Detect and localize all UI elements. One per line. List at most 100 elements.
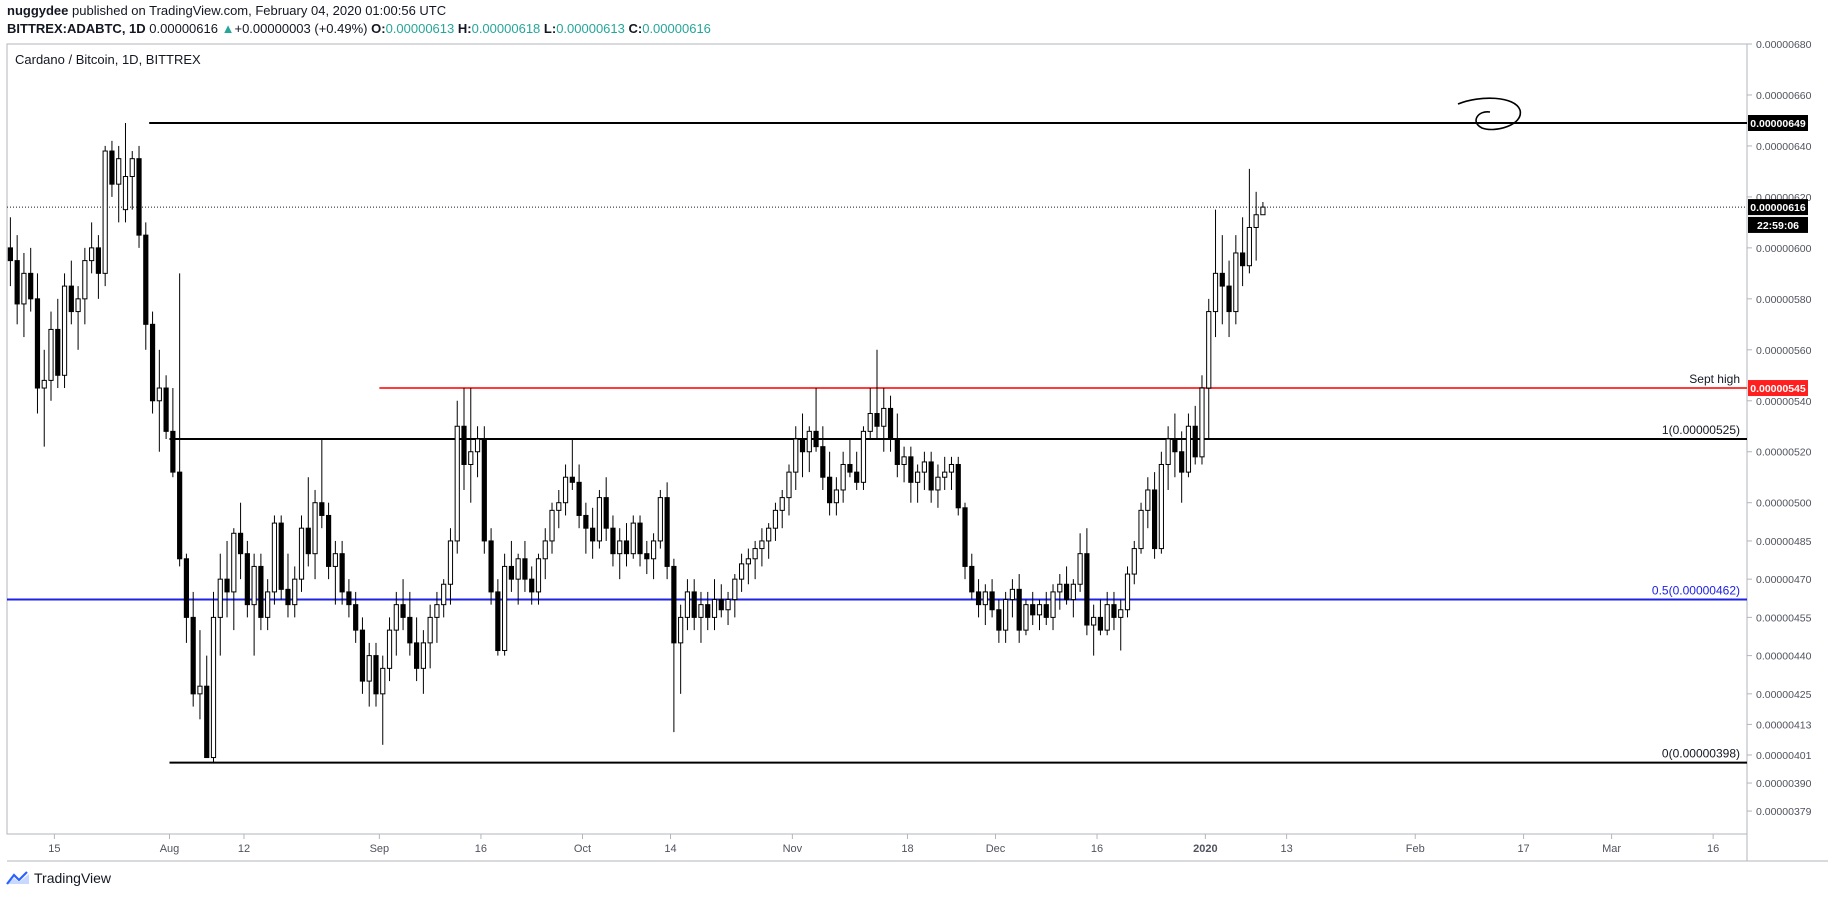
- candle: [860, 426, 867, 490]
- candle: [386, 617, 393, 682]
- candle-body-down: [163, 387, 169, 432]
- candle: [1185, 413, 1192, 478]
- sept-high-line-label: Sept high: [1689, 372, 1740, 386]
- candle: [393, 591, 399, 656]
- candle-body-down: [671, 565, 677, 644]
- candle-body-down: [177, 471, 183, 560]
- candle-body-down: [1097, 616, 1104, 631]
- candle-body-up: [793, 438, 799, 473]
- candle: [779, 489, 785, 529]
- candle-body-down: [68, 285, 74, 313]
- candle-body-up: [271, 522, 278, 593]
- tag-616: 0.00000616: [1748, 199, 1808, 216]
- tradingview-footer[interactable]: TradingView: [6, 870, 111, 886]
- candle-body-up: [197, 685, 203, 695]
- candle: [1246, 168, 1252, 274]
- candle: [183, 553, 190, 643]
- candle: [576, 464, 582, 529]
- time-axis[interactable]: 15 Aug 12 Sep 16 Oct 14 Nov 18 Dec 16 2020 13 Feb 17 Ma…: [48, 834, 1719, 855]
- candle: [874, 349, 880, 439]
- candle: [204, 655, 210, 759]
- candle: [549, 502, 555, 554]
- price-tick-label: 0.00000455: [1756, 612, 1812, 624]
- candle: [75, 286, 81, 350]
- candle: [373, 642, 379, 707]
- candle-body-up: [535, 558, 542, 593]
- candle: [1091, 604, 1097, 656]
- candle: [434, 591, 440, 643]
- candle: [942, 456, 948, 490]
- candle: [48, 311, 54, 401]
- candle-body-up: [745, 558, 751, 565]
- fib-1-line-label: 1(0.00000525): [1662, 423, 1740, 437]
- candle: [1084, 528, 1090, 636]
- candle: [738, 553, 745, 592]
- candle: [468, 388, 474, 503]
- candle: [928, 451, 934, 503]
- price-axis[interactable]: 0.000006800.000006600.000006400.00000620…: [1747, 39, 1812, 818]
- candle-body-up: [549, 509, 555, 542]
- candle-body-up: [711, 599, 718, 618]
- candle-body-up: [759, 540, 765, 550]
- candle-body-up: [698, 604, 704, 618]
- candle-body-up: [725, 599, 731, 611]
- change-value: +0.00000003 (+0.49%): [234, 21, 368, 36]
- author-name[interactable]: nuggydee: [7, 3, 69, 18]
- candle: [752, 540, 758, 580]
- candle-body-down: [590, 527, 596, 542]
- candle-body-down: [928, 461, 934, 491]
- candle-body-down: [847, 463, 853, 473]
- candle-body-down: [874, 413, 880, 427]
- candle: [894, 413, 900, 478]
- candle: [441, 579, 447, 618]
- candle: [1172, 413, 1178, 478]
- candle: [759, 528, 765, 567]
- candle-body-up: [1131, 548, 1137, 575]
- candle: [339, 540, 345, 605]
- candle: [969, 553, 975, 600]
- candle-body-up: [380, 667, 386, 695]
- candle-body-up: [82, 260, 88, 300]
- candle: [271, 515, 278, 605]
- candle-body-down: [14, 260, 20, 305]
- candle: [495, 579, 501, 656]
- time-tick-label: 13: [1280, 843, 1292, 855]
- candle: [935, 464, 941, 508]
- candle: [502, 553, 508, 656]
- candle: [745, 548, 751, 585]
- candle: [887, 395, 894, 452]
- fib-05-line-label: 0.5(0.00000462): [1652, 584, 1740, 598]
- candle-body-down: [204, 685, 210, 759]
- high-label: H:: [457, 21, 472, 36]
- candle: [644, 540, 650, 575]
- candle: [535, 553, 542, 605]
- candle-body-down: [400, 604, 406, 618]
- time-tick-label: Oct: [574, 843, 591, 855]
- candle: [237, 502, 244, 580]
- tag-timer-text: 22:59:06: [1757, 220, 1799, 232]
- candle-body-up: [1145, 489, 1151, 511]
- candle: [346, 579, 352, 618]
- candle-body-up: [833, 489, 839, 504]
- candle: [319, 439, 325, 529]
- candle-body-up: [48, 328, 54, 381]
- candle-body-up: [265, 591, 271, 618]
- time-tick-label: 16: [1091, 843, 1103, 855]
- candle: [129, 151, 135, 210]
- candle-body-down: [244, 553, 250, 606]
- candle-body-down: [691, 591, 697, 618]
- candle: [840, 451, 846, 503]
- candle-body-up: [1009, 588, 1016, 601]
- candle-body-down: [305, 527, 311, 555]
- candle: [1030, 591, 1036, 626]
- candle-body-up: [867, 413, 873, 432]
- candle-body-down: [718, 599, 724, 611]
- price-tick-label: 0.00000640: [1756, 141, 1812, 153]
- candle: [244, 540, 250, 618]
- candle-body-down: [278, 522, 284, 590]
- candle-body-down: [28, 272, 34, 300]
- candle: [122, 123, 129, 223]
- candle-body-up: [393, 604, 399, 631]
- candle-body-up: [1124, 573, 1131, 611]
